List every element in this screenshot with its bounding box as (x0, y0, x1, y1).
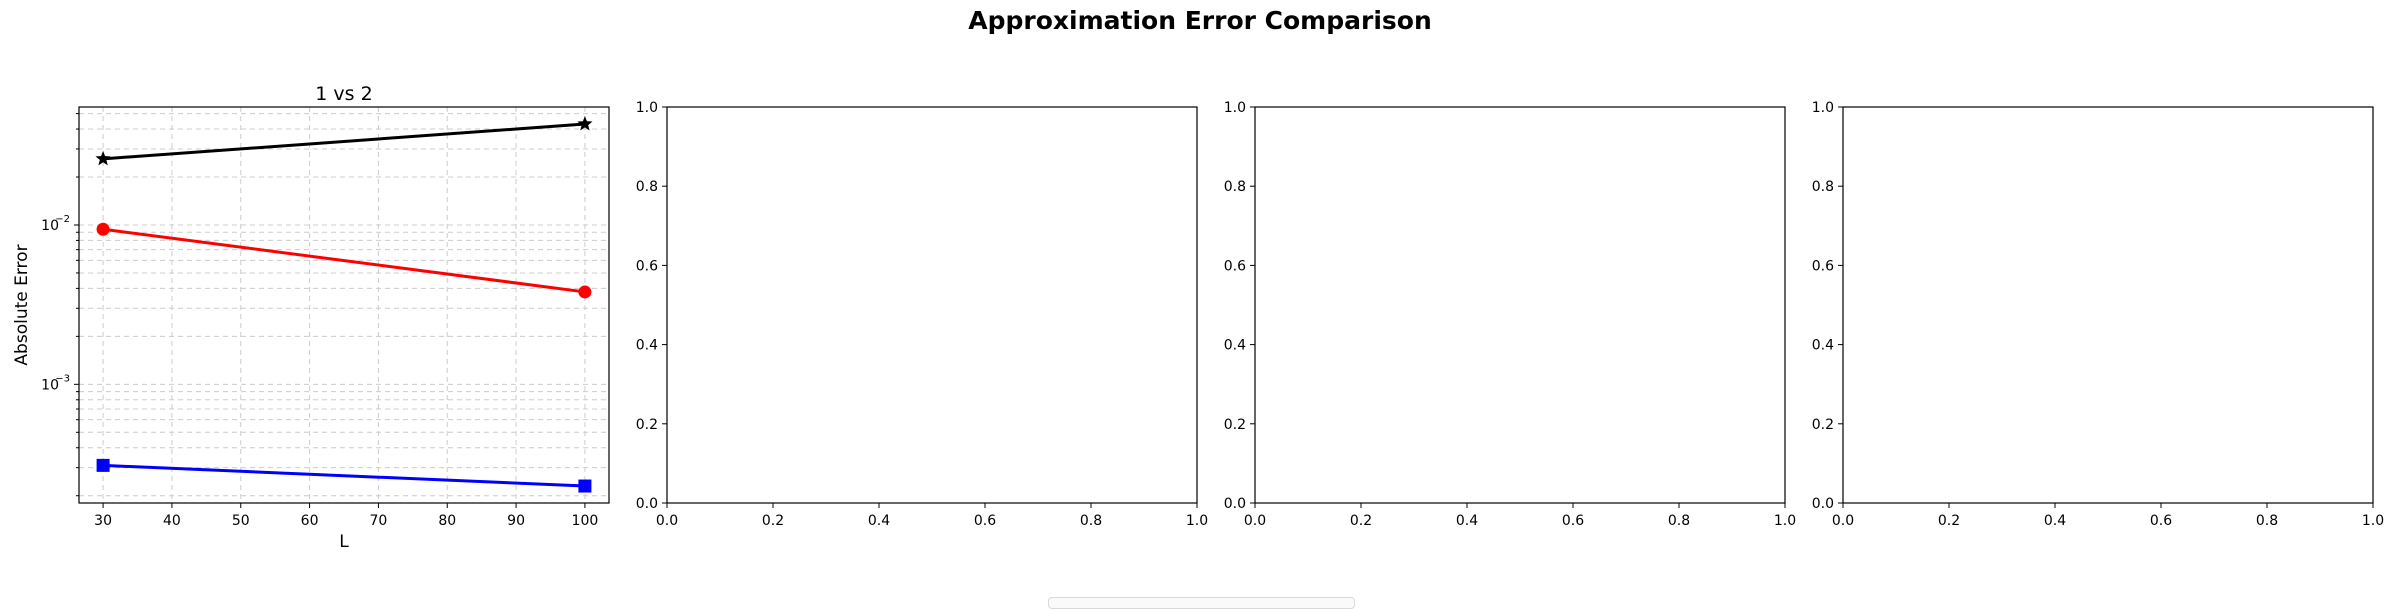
axes-frame (78, 106, 610, 504)
axes-frame (1254, 106, 1786, 504)
x-tick-label: 0.4 (2044, 513, 2066, 529)
y-tick-label: 1.0 (636, 100, 658, 116)
x-tick-label: 0.0 (1832, 513, 1854, 529)
subplot-4: 0.0 0.2 0.4 0.6 0.8 1.0 0.0 0.2 0.4 0.6 0.8 1.0 (1812, 100, 2384, 529)
x-tick-label: 90 (507, 513, 525, 529)
y-tick-label: 0.2 (636, 417, 658, 433)
y-tick-label: 10 (41, 218, 59, 234)
y-tick-label: 0.4 (636, 338, 658, 354)
x-tick-label: 80 (438, 513, 456, 529)
x-tick-label: 1.0 (1774, 513, 1796, 529)
x-tick-label: 0.0 (1244, 513, 1266, 529)
x-axis-label: L (339, 532, 349, 552)
axes-frame (666, 106, 1198, 504)
x-tick-label: 0.2 (1350, 513, 1372, 529)
y-tick-exponent: −3 (55, 373, 70, 384)
x-tick-label: 0.4 (1456, 513, 1478, 529)
y-tick-label: 1.0 (1812, 100, 1834, 116)
x-tick-label: 0.8 (1668, 513, 1690, 529)
y-tick-label: 0.4 (1224, 338, 1246, 354)
x-tick-label: 0.0 (656, 513, 678, 529)
series-line-3 (103, 463, 585, 488)
x-tick-label: 0.8 (1080, 513, 1102, 529)
x-tick-label: 1.0 (2362, 513, 2384, 529)
x-tick-label: 50 (232, 513, 250, 529)
y-tick-label: 0.2 (1812, 417, 1834, 433)
x-tick-label: 1.0 (1186, 513, 1208, 529)
y-tick-label: 0.8 (636, 179, 658, 195)
x-tick-label: 60 (301, 513, 319, 529)
data-point-square (96, 458, 110, 472)
x-tick-label: 0.6 (1562, 513, 1584, 529)
x-tick-label: 0.4 (868, 513, 890, 529)
x-tick-label: 40 (163, 513, 181, 529)
axes-frame (1842, 106, 2374, 504)
x-tick-label: 0.6 (2150, 513, 2172, 529)
data-point-star (95, 150, 111, 166)
y-axis-label: Absolute Error (12, 244, 32, 365)
legend-box (1048, 597, 1355, 609)
y-tick-label: 0.6 (1224, 258, 1246, 274)
x-tick-label: 0.2 (1938, 513, 1960, 529)
y-tick-label: 0.6 (636, 258, 658, 274)
subplot-3: 0.0 0.2 0.4 0.6 0.8 1.0 0.0 0.2 0.4 0.6 0.8 1.0 (1224, 100, 1796, 529)
y-tick-label: 0.8 (1224, 179, 1246, 195)
x-tick-label: 0.6 (974, 513, 996, 529)
y-tick-label: 0.4 (1812, 338, 1834, 354)
y-tick-label: 0.0 (1812, 496, 1834, 512)
y-tick-label: 0.0 (636, 496, 658, 512)
y-tick-label: 0.2 (1224, 417, 1246, 433)
y-tick-label: 0.8 (1812, 179, 1834, 195)
subplot-title: 1 vs 2 (315, 83, 372, 105)
y-tick-exponent: −2 (55, 214, 70, 225)
data-point-circle (96, 222, 110, 236)
figure-title: Approximation Error Comparison (968, 6, 1432, 35)
data-point-star (577, 116, 593, 131)
x-tick-label: 30 (94, 513, 112, 529)
y-tick-label: 1.0 (1224, 100, 1246, 116)
x-tick-label: 70 (370, 513, 388, 529)
y-tick-label: 0.6 (1812, 258, 1834, 274)
subplot-2: 0.0 0.2 0.4 0.6 0.8 1.0 0.0 0.2 0.4 0.6 0.8 1.0 (636, 100, 1208, 529)
data-point-square (578, 479, 592, 493)
y-tick-label: 10 (41, 377, 59, 393)
x-tick-label: 0.8 (2256, 513, 2278, 529)
x-tick-label: 100 (572, 513, 599, 529)
y-tick-label: 0.0 (1224, 496, 1246, 512)
series-line-1 (102, 122, 586, 161)
x-tick-label: 0.2 (762, 513, 784, 529)
series-line-2 (102, 227, 586, 294)
data-point-circle (578, 285, 592, 299)
